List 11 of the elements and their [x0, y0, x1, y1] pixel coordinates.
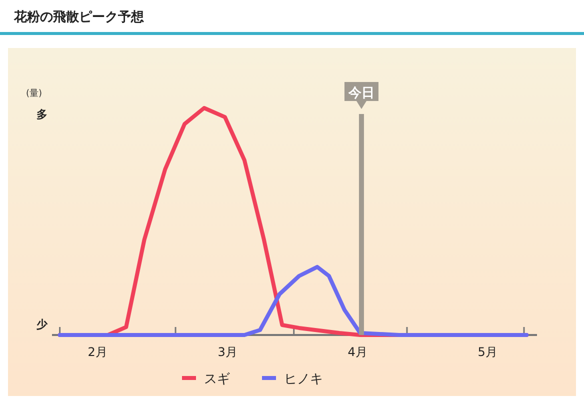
chart-title: 花粉の飛散ピーク予想: [13, 9, 145, 25]
ref-line-label: 今日: [347, 86, 374, 101]
x-tick-label: 2月: [88, 345, 108, 359]
text: 多: [36, 108, 48, 121]
x-tick-label: 4月: [348, 345, 368, 359]
y-axis-title: (量): [26, 88, 42, 99]
x-tick-label: 5月: [478, 345, 498, 359]
x-tick-label: 3月: [218, 345, 238, 359]
legend-label: ヒノキ: [284, 372, 323, 387]
legend-label: スギ: [204, 372, 230, 387]
text: 少: [36, 318, 48, 331]
